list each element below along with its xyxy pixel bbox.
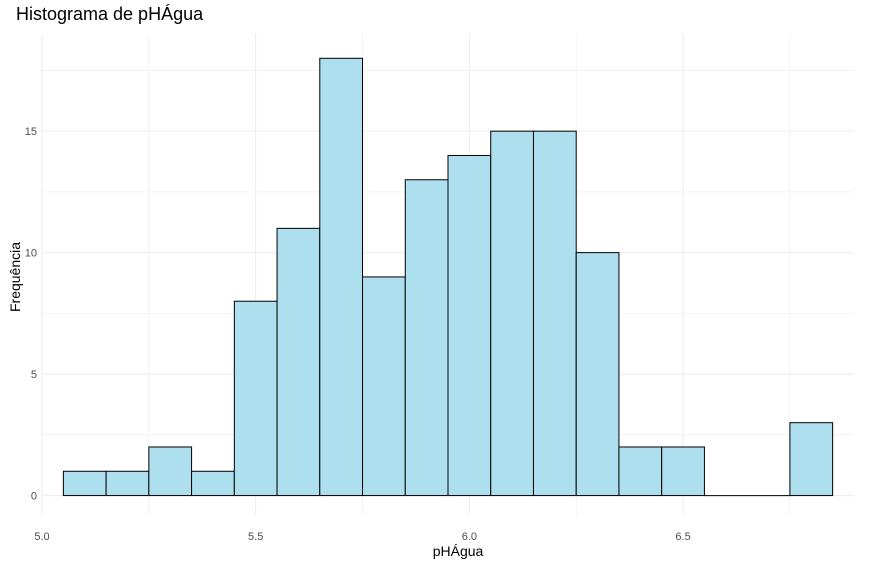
histogram-bar [661, 446, 705, 497]
y-tick-label: 5 [31, 369, 37, 381]
histogram-bar [105, 470, 150, 497]
tick-labels: 5.0 5.5 6.0 6.5 0 5 10 15 [25, 126, 691, 543]
histogram-bar [490, 130, 534, 497]
x-tick-label: 6.5 [675, 531, 690, 543]
histogram-bar [404, 179, 449, 497]
histogram-bar [191, 470, 235, 497]
histogram-bars [62, 57, 834, 497]
histogram-bar [62, 470, 107, 497]
y-tick-label: 10 [25, 248, 37, 260]
chart-title: Histograma de pHÁgua [16, 4, 204, 24]
histogram-bar [618, 446, 663, 497]
x-tick-label: 5.5 [248, 531, 263, 543]
x-axis-title: pHÁgua [433, 543, 484, 559]
histogram-bar [319, 57, 364, 497]
histogram-bar [575, 252, 620, 497]
histogram-bar [789, 422, 834, 497]
histogram-bar [148, 446, 193, 497]
y-tick-label: 0 [31, 491, 37, 503]
histogram-bar [233, 300, 278, 497]
y-axis-title: Frequência [7, 242, 23, 312]
histogram-bar [362, 276, 406, 497]
x-tick-label: 6.0 [462, 531, 477, 543]
histogram-bar [447, 154, 492, 497]
histogram-bar [532, 130, 577, 497]
y-tick-label: 15 [25, 126, 37, 138]
histogram-bar [276, 227, 321, 497]
x-tick-label: 5.0 [34, 531, 49, 543]
